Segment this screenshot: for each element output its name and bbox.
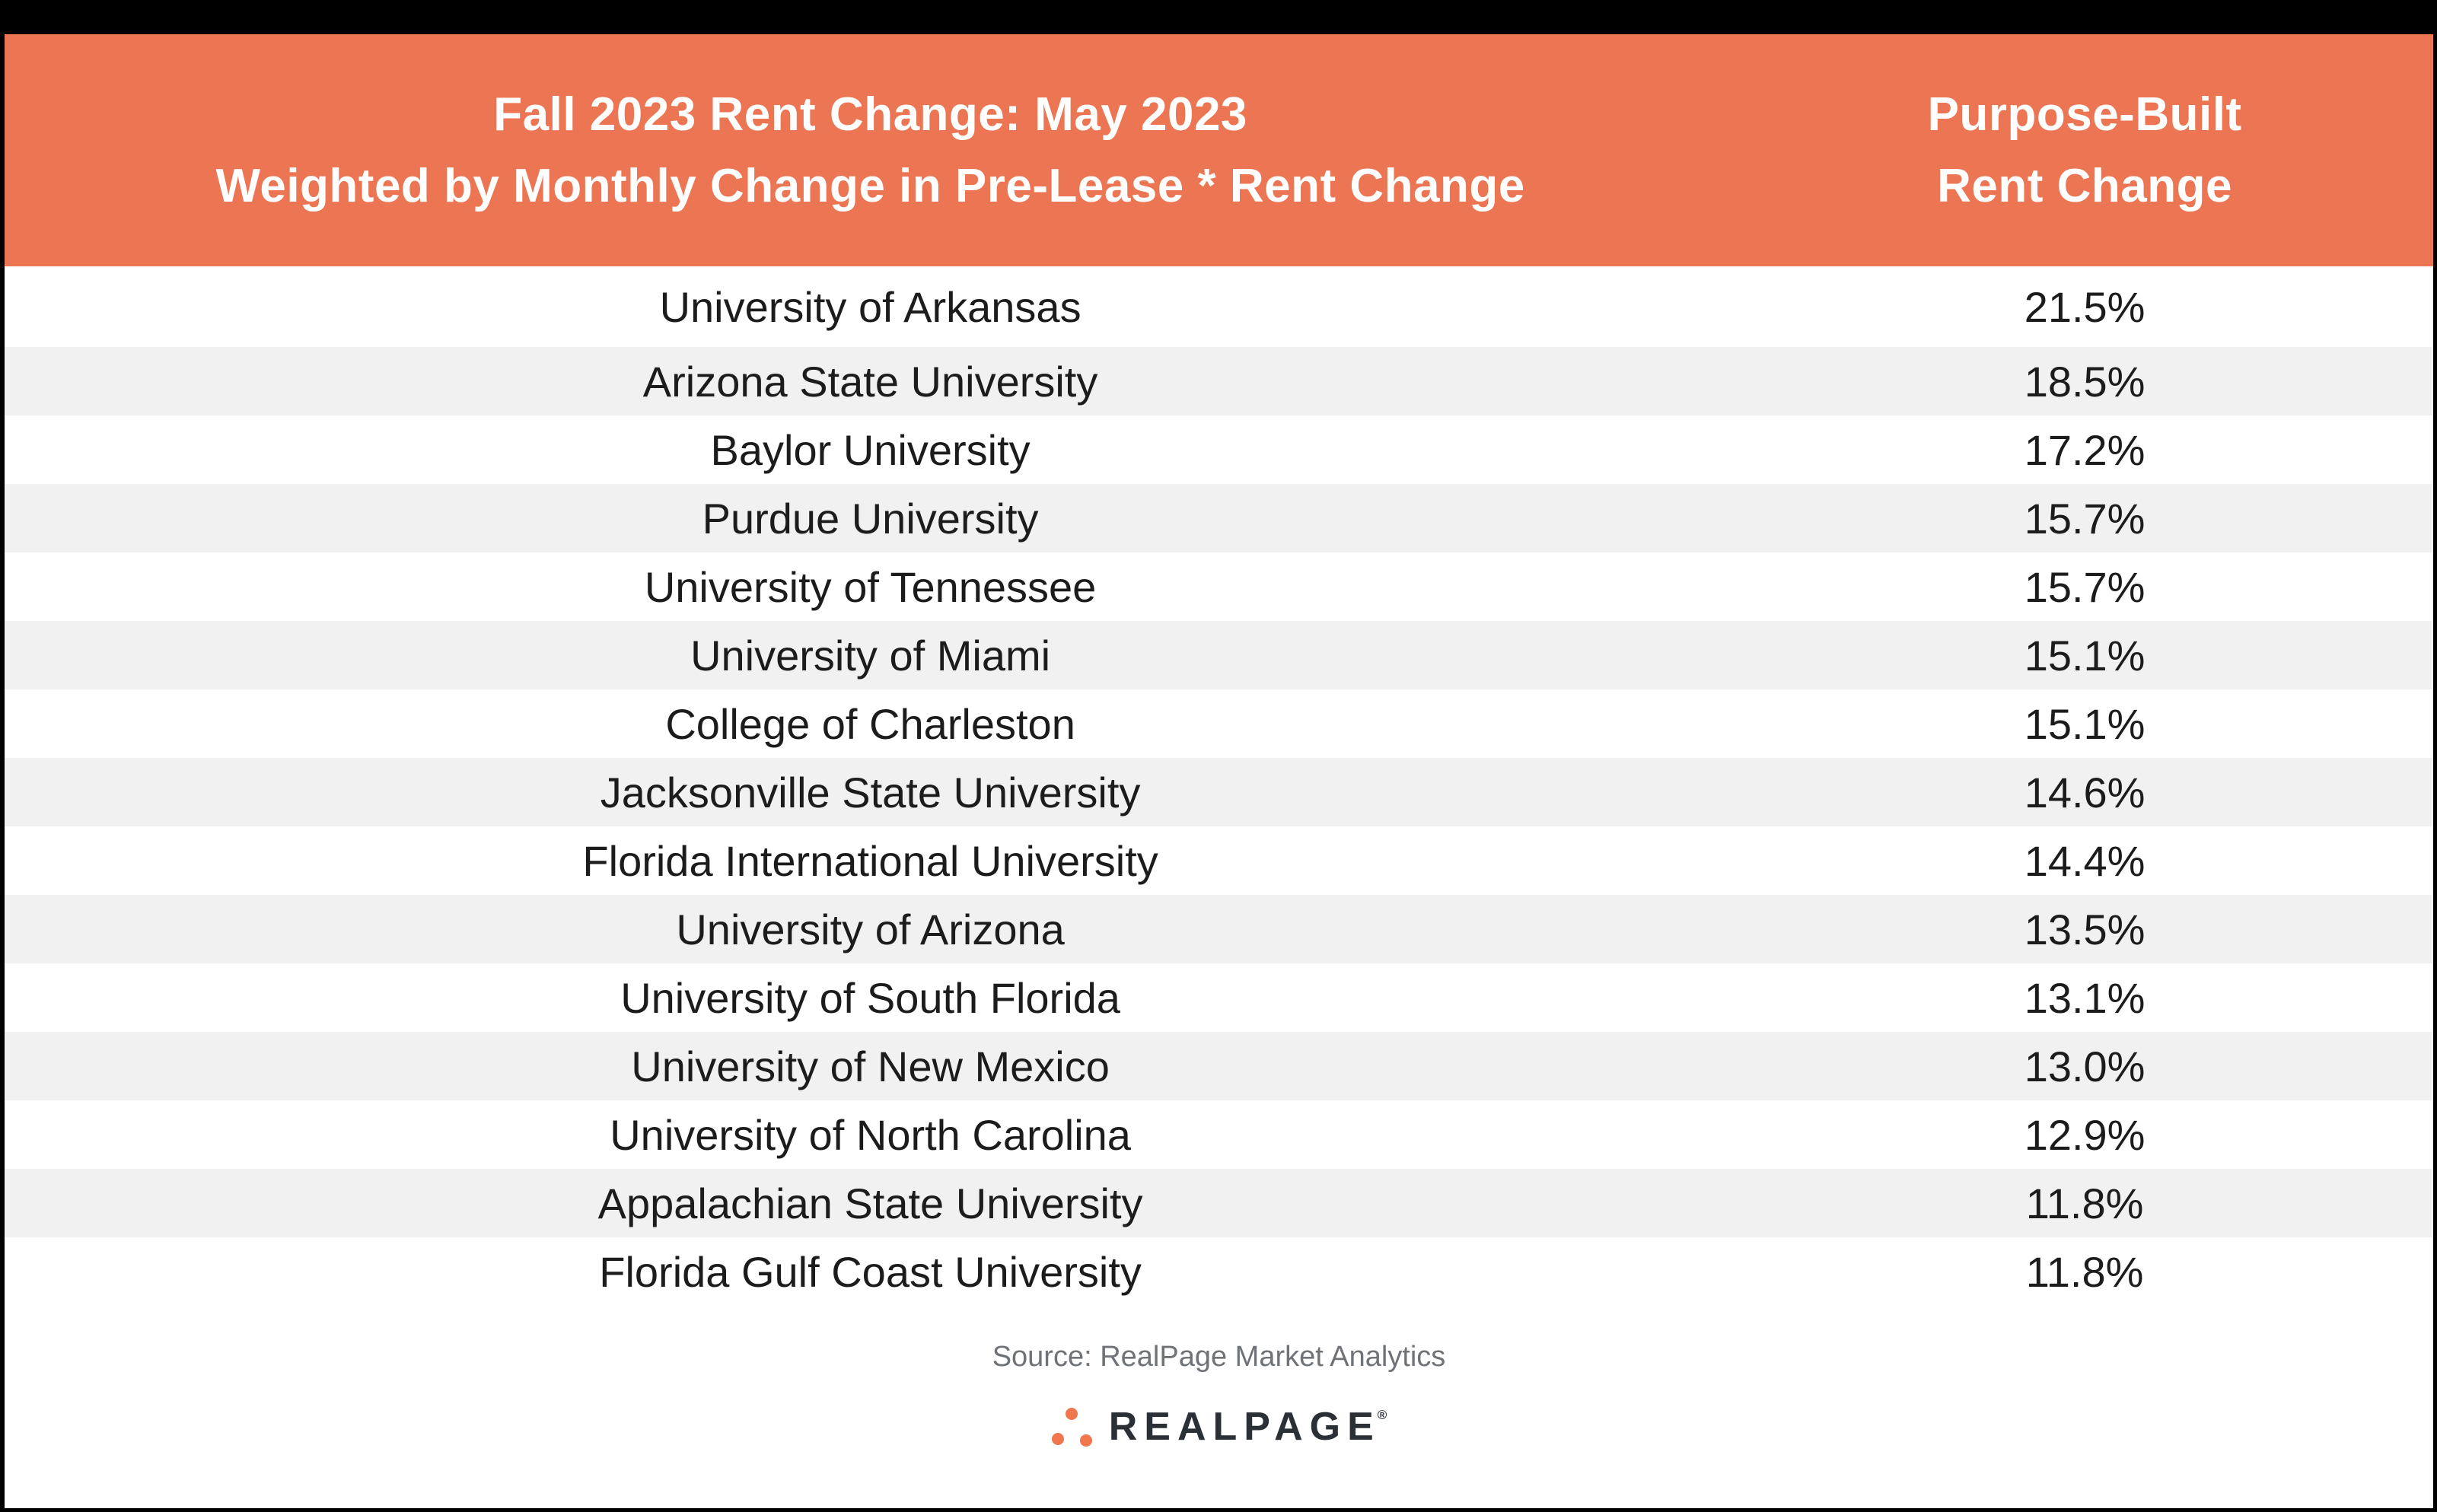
table-row: University of Tennessee 15.7%: [5, 552, 2433, 621]
rent-change-cell: 13.5%: [2024, 905, 2146, 953]
value-column-header-line2: Rent Change: [1937, 159, 2233, 212]
university-name-cell: Florida Gulf Coast University: [599, 1247, 1142, 1296]
university-name-cell: University of Arizona: [676, 905, 1065, 953]
rent-change-cell: 15.1%: [2024, 631, 2146, 680]
rent-change-cell: 14.4%: [2024, 836, 2146, 885]
rent-change-cell: 21.5%: [2024, 282, 2146, 331]
university-rent-table: University of Arkansas 21.5% Arizona State…: [5, 266, 2433, 1306]
table-row: Purdue University 15.7%: [5, 484, 2433, 552]
rent-change-cell: 12.9%: [2024, 1110, 2146, 1159]
rent-change-cell: 14.6%: [2024, 768, 2146, 816]
rent-change-cell: 15.1%: [2024, 699, 2146, 748]
source-note: Source: RealPage Market Analytics: [992, 1341, 1446, 1373]
rent-change-cell: 13.0%: [2024, 1042, 2146, 1090]
university-name-cell: University of Arkansas: [659, 282, 1082, 331]
rent-change-cell: 13.1%: [2024, 973, 2146, 1022]
rent-change-cell: 17.2%: [2024, 425, 2146, 474]
table-row: University of Arizona 13.5%: [5, 895, 2433, 963]
realpage-dots-icon: [1051, 1408, 1092, 1447]
table-row: University of Miami 15.1%: [5, 621, 2433, 689]
table-row: Jacksonville State University 14.6%: [5, 758, 2433, 826]
table-row: Baylor University 17.2%: [5, 415, 2433, 484]
university-name-cell: University of New Mexico: [631, 1042, 1110, 1090]
table-row: University of South Florida 13.1%: [5, 963, 2433, 1032]
university-name-cell: Purdue University: [702, 494, 1039, 543]
registered-trademark-symbol: ®: [1377, 1408, 1387, 1422]
rent-change-cell: 15.7%: [2024, 562, 2146, 611]
table-row: Arizona State University 18.5%: [5, 347, 2433, 415]
table-title-line1: Fall 2023 Rent Change: May 2023: [493, 88, 1247, 141]
table-row: University of New Mexico 13.0%: [5, 1032, 2433, 1100]
university-name-cell: Arizona State University: [642, 357, 1098, 406]
table-title-line2: Weighted by Monthly Change in Pre-Lease …: [215, 159, 1525, 212]
infographic-canvas: Fall 2023 Rent Change: May 2023 Weighted…: [5, 34, 2433, 1508]
table-row: University of Arkansas 21.5%: [5, 266, 2433, 347]
table-row: Appalachian State University 11.8%: [5, 1169, 2433, 1237]
university-name-cell: Florida International University: [582, 836, 1158, 885]
rent-change-cell: 11.8%: [2025, 1179, 2144, 1227]
university-name-cell: University of North Carolina: [610, 1110, 1131, 1159]
title-column-header: Fall 2023 Rent Change: May 2023 Weighted…: [5, 34, 1736, 266]
table-row: College of Charleston 15.1%: [5, 689, 2433, 758]
university-name-cell: University of Tennessee: [644, 562, 1097, 611]
rent-change-cell: 15.7%: [2024, 494, 2146, 543]
realpage-logo: REALPAGE ®: [5, 1406, 2433, 1447]
value-column-header: Purpose-Built Rent Change: [1736, 34, 2433, 266]
university-name-cell: Jacksonville State University: [600, 768, 1141, 816]
rent-change-cell: 18.5%: [2024, 357, 2146, 406]
university-name-cell: University of Miami: [690, 631, 1051, 680]
table-row: University of North Carolina 12.9%: [5, 1100, 2433, 1169]
university-name-cell: University of South Florida: [620, 973, 1120, 1022]
rent-change-cell: 11.8%: [2025, 1247, 2144, 1296]
table-row: Florida International University 14.4%: [5, 826, 2433, 895]
university-name-cell: Appalachian State University: [597, 1179, 1143, 1227]
university-name-cell: College of Charleston: [665, 699, 1075, 748]
value-column-header-line1: Purpose-Built: [1927, 88, 2242, 141]
university-name-cell: Baylor University: [710, 425, 1031, 474]
table-row: Florida Gulf Coast University 11.8%: [5, 1237, 2433, 1306]
table-header-band: Fall 2023 Rent Change: May 2023 Weighted…: [5, 34, 2433, 266]
realpage-logo-text: REALPAGE: [1108, 1405, 1381, 1449]
